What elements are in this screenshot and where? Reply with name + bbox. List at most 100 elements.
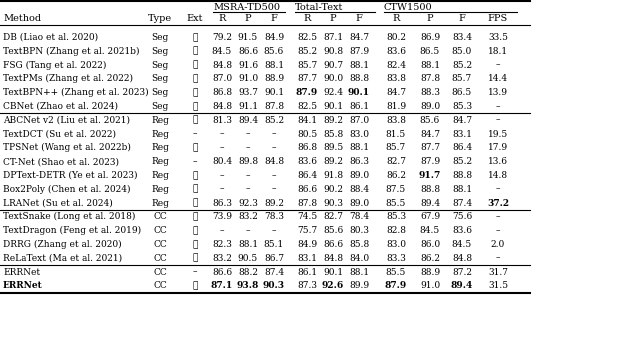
Text: 87.2: 87.2 <box>452 267 472 277</box>
Text: 87.9: 87.9 <box>349 47 369 56</box>
Text: 91.0: 91.0 <box>238 74 258 83</box>
Text: 86.7: 86.7 <box>264 254 284 263</box>
Text: P: P <box>427 14 433 23</box>
Text: 82.5: 82.5 <box>297 33 317 42</box>
Text: 86.8: 86.8 <box>297 143 317 152</box>
Text: 91.7: 91.7 <box>419 171 441 180</box>
Text: 87.9: 87.9 <box>296 88 318 97</box>
Text: ReLaText (Ma et al. 2021): ReLaText (Ma et al. 2021) <box>3 254 122 263</box>
Text: TPSNet (Wang et al. 2022b): TPSNet (Wang et al. 2022b) <box>3 143 131 152</box>
Text: 89.0: 89.0 <box>349 171 369 180</box>
Text: 91.6: 91.6 <box>238 60 258 70</box>
Text: 90.1: 90.1 <box>323 267 343 277</box>
Text: ✓: ✓ <box>192 60 198 70</box>
Text: 84.1: 84.1 <box>297 116 317 125</box>
Text: –: – <box>246 226 250 235</box>
Text: 18.1: 18.1 <box>488 47 508 56</box>
Text: Reg: Reg <box>151 198 169 208</box>
Text: TextDragon (Feng et al. 2019): TextDragon (Feng et al. 2019) <box>3 226 141 235</box>
Text: 90.3: 90.3 <box>263 281 285 290</box>
Text: 88.9: 88.9 <box>420 267 440 277</box>
Text: ✓: ✓ <box>192 88 198 97</box>
Text: Type: Type <box>148 14 172 23</box>
Text: 87.4: 87.4 <box>264 267 284 277</box>
Text: 81.5: 81.5 <box>386 130 406 138</box>
Text: 82.8: 82.8 <box>386 226 406 235</box>
Text: –: – <box>272 143 276 152</box>
Text: 86.4: 86.4 <box>297 171 317 180</box>
Text: 83.6: 83.6 <box>452 226 472 235</box>
Text: ✓: ✓ <box>192 254 198 263</box>
Text: 31.5: 31.5 <box>488 281 508 290</box>
Text: ✓: ✓ <box>192 74 198 83</box>
Text: 90.7: 90.7 <box>323 60 343 70</box>
Text: –: – <box>496 60 500 70</box>
Text: 83.4: 83.4 <box>452 33 472 42</box>
Text: 86.6: 86.6 <box>297 185 317 194</box>
Text: 86.6: 86.6 <box>238 47 258 56</box>
Text: ✓: ✓ <box>192 281 198 290</box>
Text: CC: CC <box>153 212 167 221</box>
Text: CTW1500: CTW1500 <box>384 2 433 12</box>
Text: 86.0: 86.0 <box>420 240 440 249</box>
Text: 80.2: 80.2 <box>386 33 406 42</box>
Text: 85.5: 85.5 <box>386 198 406 208</box>
Text: 83.0: 83.0 <box>386 240 406 249</box>
Text: Reg: Reg <box>151 157 169 166</box>
Text: 87.7: 87.7 <box>420 143 440 152</box>
Text: 92.6: 92.6 <box>322 281 344 290</box>
Text: 83.6: 83.6 <box>386 47 406 56</box>
Text: 83.0: 83.0 <box>349 130 369 138</box>
Text: Reg: Reg <box>151 143 169 152</box>
Text: 81.3: 81.3 <box>212 116 232 125</box>
Text: 88.8: 88.8 <box>349 74 369 83</box>
Text: 84.8: 84.8 <box>323 254 343 263</box>
Text: 88.2: 88.2 <box>238 267 258 277</box>
Text: –: – <box>220 143 224 152</box>
Text: –: – <box>246 185 250 194</box>
Text: 85.7: 85.7 <box>452 74 472 83</box>
Text: –: – <box>496 212 500 221</box>
Text: 2.0: 2.0 <box>491 240 505 249</box>
Text: DPText-DETR (Ye et al. 2023): DPText-DETR (Ye et al. 2023) <box>3 171 138 180</box>
Text: 89.4: 89.4 <box>238 116 258 125</box>
Text: 86.6: 86.6 <box>323 240 343 249</box>
Text: 84.9: 84.9 <box>264 33 284 42</box>
Text: –: – <box>220 171 224 180</box>
Text: Reg: Reg <box>151 116 169 125</box>
Text: 83.2: 83.2 <box>238 212 258 221</box>
Text: 80.3: 80.3 <box>349 226 369 235</box>
Text: 87.3: 87.3 <box>297 281 317 290</box>
Text: 89.2: 89.2 <box>323 157 343 166</box>
Text: 67.9: 67.9 <box>420 212 440 221</box>
Text: 88.1: 88.1 <box>452 185 472 194</box>
Text: TextBPN (Zhang et al. 2021b): TextBPN (Zhang et al. 2021b) <box>3 47 140 56</box>
Text: CC: CC <box>153 240 167 249</box>
Text: 85.7: 85.7 <box>297 60 317 70</box>
Text: 90.1: 90.1 <box>264 88 284 97</box>
Text: 89.4: 89.4 <box>420 198 440 208</box>
Text: 85.3: 85.3 <box>386 212 406 221</box>
Text: 88.1: 88.1 <box>238 240 258 249</box>
Text: Ext: Ext <box>187 14 204 23</box>
Text: ✓: ✓ <box>192 226 198 235</box>
Text: F: F <box>459 14 465 23</box>
Text: 82.3: 82.3 <box>212 240 232 249</box>
Text: ✓: ✓ <box>192 240 198 249</box>
Text: –: – <box>272 171 276 180</box>
Text: –: – <box>246 171 250 180</box>
Text: 91.0: 91.0 <box>420 281 440 290</box>
Text: 84.9: 84.9 <box>297 240 317 249</box>
Text: 87.0: 87.0 <box>349 116 369 125</box>
Text: 90.0: 90.0 <box>323 74 343 83</box>
Text: 85.8: 85.8 <box>349 240 369 249</box>
Text: FPS: FPS <box>488 14 508 23</box>
Text: –: – <box>496 185 500 194</box>
Text: Seg: Seg <box>152 74 168 83</box>
Text: 78.3: 78.3 <box>264 212 284 221</box>
Text: 86.1: 86.1 <box>297 267 317 277</box>
Text: R: R <box>218 14 226 23</box>
Text: P: P <box>330 14 336 23</box>
Text: 78.4: 78.4 <box>349 212 369 221</box>
Text: DB (Liao et al. 2020): DB (Liao et al. 2020) <box>3 33 98 42</box>
